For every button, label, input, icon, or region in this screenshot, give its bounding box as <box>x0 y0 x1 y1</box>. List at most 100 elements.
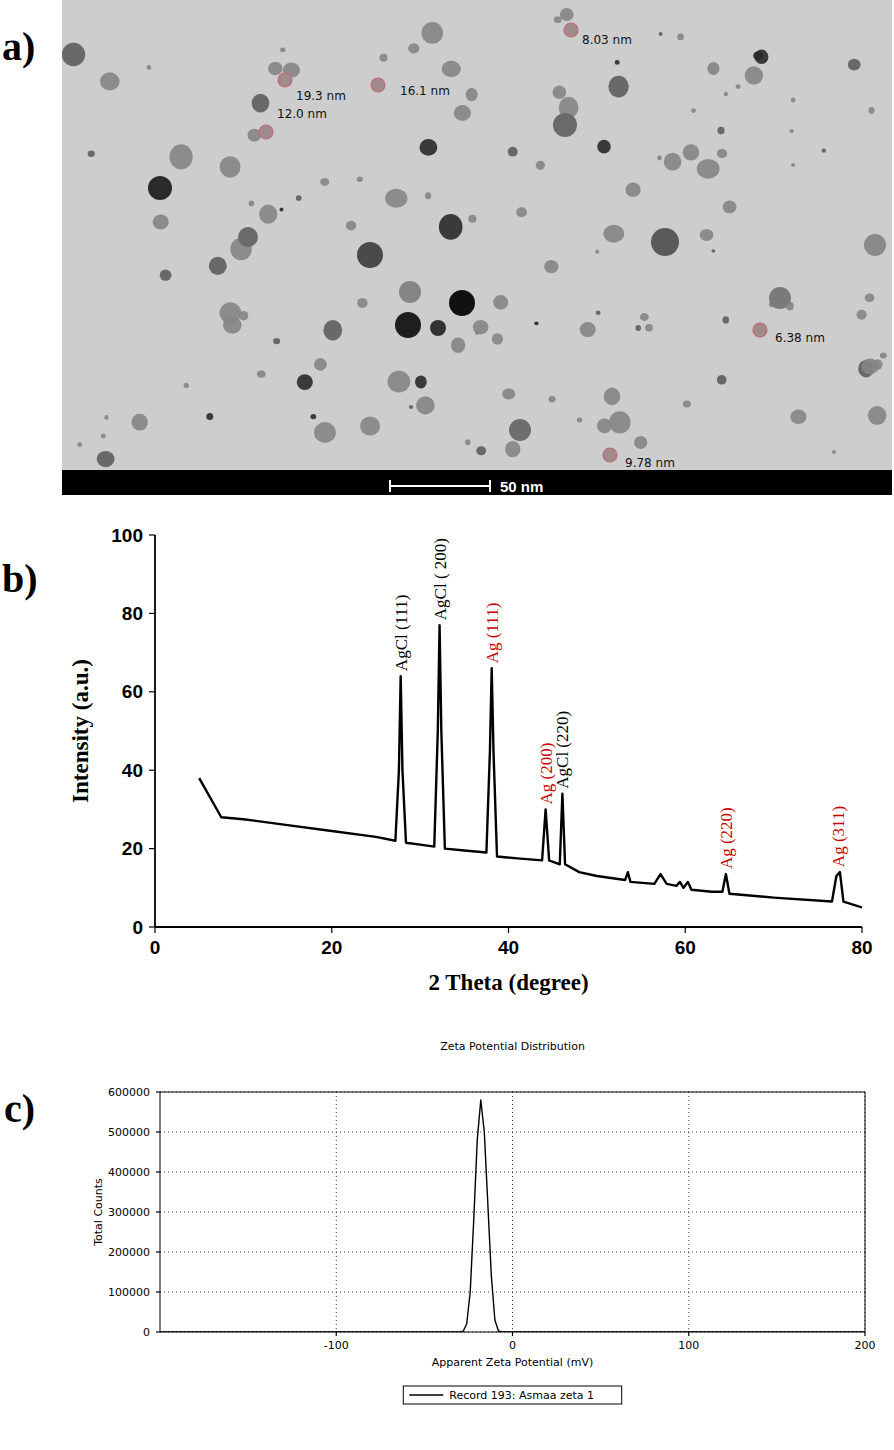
particle <box>560 8 574 21</box>
particle <box>97 451 115 467</box>
particle <box>320 178 329 186</box>
particle <box>832 450 836 454</box>
x-tick-label: 20 <box>321 937 342 958</box>
x-tick-label: 0 <box>509 1339 516 1352</box>
particle <box>544 260 558 273</box>
panel-label: b) <box>2 556 38 601</box>
particle <box>296 195 302 201</box>
x-tick <box>331 927 332 933</box>
particle <box>209 257 227 275</box>
particle <box>442 61 461 78</box>
x-tick <box>336 1332 337 1336</box>
particle <box>707 62 719 75</box>
particle <box>645 324 653 332</box>
particle <box>597 140 611 154</box>
y-tick-label: 100 <box>111 525 143 546</box>
particle <box>220 156 241 177</box>
particle <box>184 383 189 388</box>
size-annotation: 6.38 nm <box>775 331 825 345</box>
particle <box>77 442 82 447</box>
scale-strip <box>62 470 892 495</box>
particle <box>238 227 258 247</box>
size-annotation: 12.0 nm <box>277 107 327 121</box>
particle <box>791 97 796 102</box>
grid-line <box>160 1172 865 1173</box>
y-tick-label: 200000 <box>108 1246 150 1259</box>
particle <box>691 108 696 113</box>
size-annotation: 16.1 nm <box>400 84 450 98</box>
particle <box>502 388 515 399</box>
particle <box>868 406 886 425</box>
y-axis-label: Total Counts <box>92 1178 105 1247</box>
y-tick-label: 80 <box>122 603 143 624</box>
scale-bar-cap <box>489 480 491 492</box>
particle <box>268 62 282 75</box>
particle <box>475 331 479 335</box>
particle <box>465 439 471 445</box>
particle <box>603 225 624 243</box>
grid-line <box>160 1092 865 1093</box>
peak-label: Ag (220) <box>717 807 736 869</box>
frame-right <box>865 1092 866 1332</box>
particle <box>454 105 471 121</box>
particle <box>608 76 628 98</box>
size-annotation: 9.78 nm <box>625 456 675 470</box>
peak-label: Ag (111) <box>483 603 502 664</box>
particle <box>864 234 886 256</box>
particle <box>408 43 419 53</box>
particle <box>466 88 478 101</box>
particle <box>505 441 520 457</box>
particle <box>516 207 527 217</box>
y-tick-label: 60 <box>122 681 143 702</box>
particle <box>509 419 531 441</box>
particle <box>416 396 435 414</box>
particle <box>549 396 556 402</box>
y-tick-label: 20 <box>122 838 143 859</box>
y-tick-label: 500000 <box>108 1126 150 1139</box>
particle <box>640 313 649 321</box>
particle <box>357 242 383 268</box>
particle <box>252 94 270 113</box>
tem-image: 19.3 nm 16.1 nm 12.0 nm 8.03 nm 6.38 nm 9.78 … <box>62 0 892 472</box>
particle <box>473 320 489 334</box>
peak-label: AgCl ( 200) <box>431 538 450 620</box>
scale-bar <box>390 485 490 487</box>
frame-top <box>160 1092 865 1093</box>
particle <box>554 16 562 23</box>
x-tick-label: 100 <box>678 1339 699 1352</box>
peak-label: AgCl (220) <box>553 711 572 789</box>
x-tick <box>512 1332 513 1336</box>
grid-line <box>865 1092 866 1332</box>
particle <box>297 374 313 390</box>
x-tick <box>508 927 509 933</box>
measured-particle <box>278 73 292 87</box>
y-tick <box>149 613 155 614</box>
chart-title: Zeta Potential Distribution <box>440 1040 585 1053</box>
measured-particle <box>371 78 385 92</box>
y-tick <box>156 1131 160 1132</box>
peak-label: AgCl (111) <box>392 594 411 671</box>
legend-swatch <box>409 1394 443 1395</box>
size-annotation: 19.3 nm <box>296 89 346 103</box>
chart: Zeta Potential Distribution-100010020001… <box>92 1040 876 1404</box>
panel-label: c) <box>4 1086 35 1131</box>
particle <box>723 316 730 323</box>
x-tick-label: -100 <box>324 1339 349 1352</box>
grid-line <box>160 1252 865 1253</box>
particle <box>100 72 120 90</box>
y-tick-label: 600000 <box>108 1086 150 1099</box>
particle <box>395 312 421 338</box>
particle <box>493 295 508 310</box>
size-annotation: 8.03 nm <box>582 33 632 47</box>
particle <box>101 434 106 439</box>
particle <box>724 92 728 97</box>
measured-particle <box>603 448 617 462</box>
y-tick-label: 40 <box>122 760 143 781</box>
particle <box>468 215 476 223</box>
particle <box>580 322 596 337</box>
particle <box>880 352 887 358</box>
grid-line <box>160 1212 865 1213</box>
particle <box>635 325 641 331</box>
particle <box>717 375 727 385</box>
y-tick <box>156 1091 160 1092</box>
